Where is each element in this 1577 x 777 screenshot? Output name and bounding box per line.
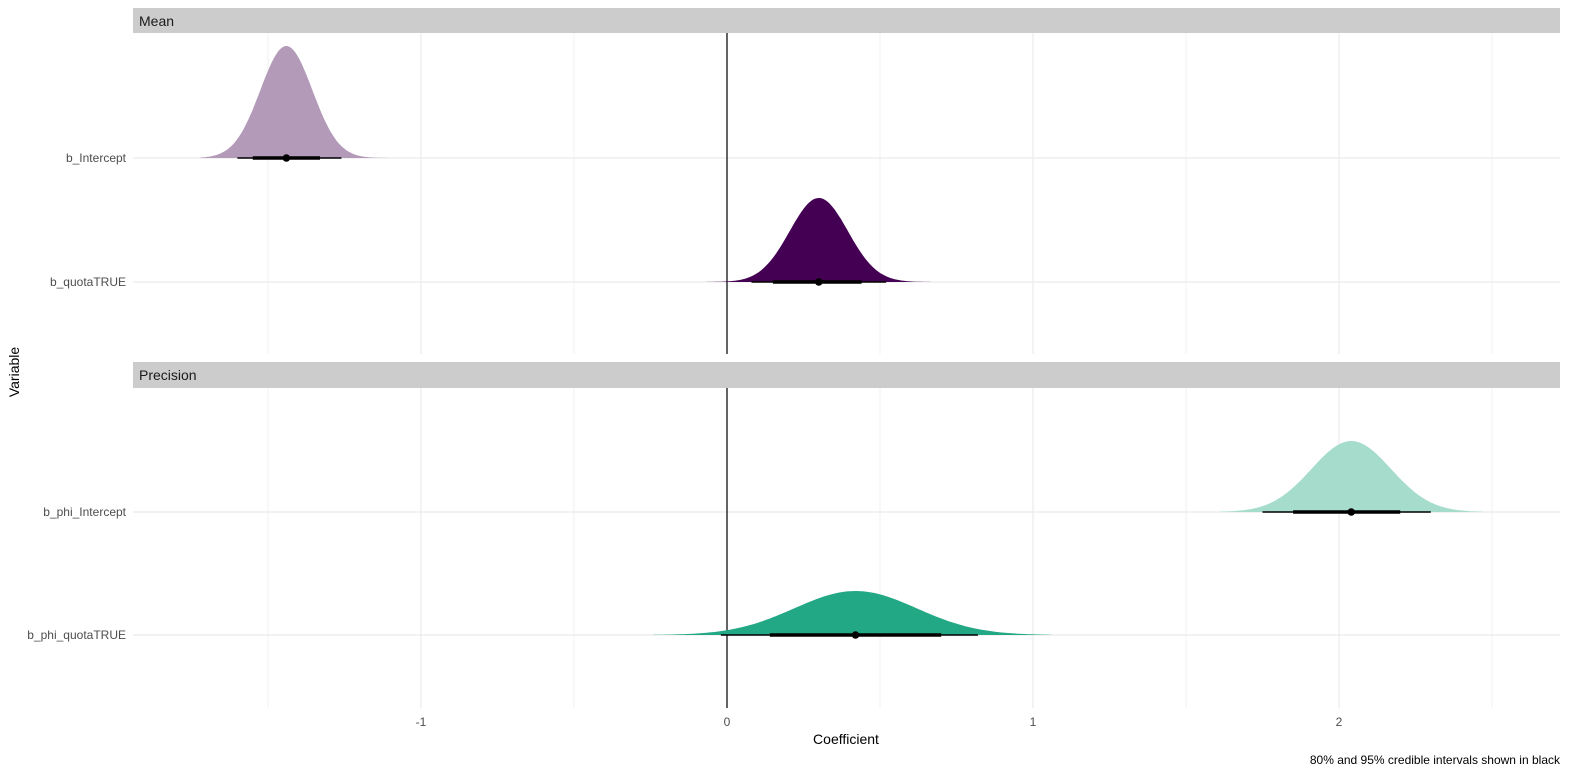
labels: b_Intercept b_quotaTRUE b_phi_Intercept b_p…	[27, 151, 1342, 729]
caption: 80% and 95% credible intervals shown in …	[1310, 753, 1561, 767]
y-axis-title: Variable	[6, 347, 22, 398]
x-tick-label: 1	[1030, 715, 1037, 729]
y-tick-label: b_phi_quotaTRUE	[27, 628, 126, 642]
x-axis-title: Coefficient	[813, 731, 879, 747]
credible-intervals	[237, 154, 1431, 639]
densities	[200, 46, 1483, 635]
panel-strip	[133, 362, 1560, 388]
x-tick-label: 0	[724, 715, 731, 729]
y-tick-label: b_phi_Intercept	[43, 505, 126, 519]
density-b_Intercept	[200, 46, 391, 158]
x-tick-label: -1	[416, 715, 427, 729]
density-b_phi_Intercept	[1219, 441, 1483, 512]
y-tick-label: b_quotaTRUE	[50, 275, 126, 289]
point-b_phi_quotaTRUE	[851, 631, 860, 639]
panel-strips: Mean Precision	[133, 8, 1560, 388]
point-b_Intercept	[282, 154, 291, 162]
panel-strip-label: Mean	[139, 13, 174, 29]
y-tick-label: b_Intercept	[66, 151, 127, 165]
panel-strip	[133, 8, 1560, 33]
panel-strip-label: Precision	[139, 367, 197, 383]
x-tick-label: 2	[1336, 715, 1343, 729]
density-b_quotaTRUE	[705, 198, 942, 282]
density-b_phi_quotaTRUE	[653, 591, 1052, 635]
point-b_phi_Intercept	[1347, 508, 1356, 516]
point-b_quotaTRUE	[815, 278, 823, 286]
